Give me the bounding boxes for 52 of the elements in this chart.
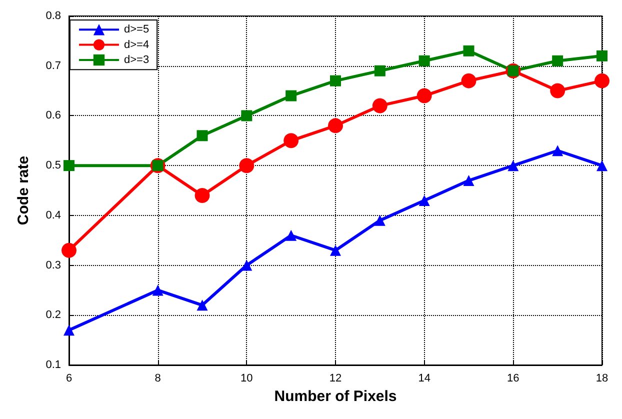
y-tick-label: 0.6 <box>46 110 61 122</box>
point <box>64 160 74 172</box>
point <box>286 90 297 102</box>
point <box>508 160 519 172</box>
point <box>239 158 254 174</box>
x-tick-label: 10 <box>240 372 253 384</box>
point <box>552 145 564 156</box>
x-tick-label: 18 <box>596 372 608 384</box>
point <box>241 110 252 122</box>
y-tick-label: 0.3 <box>46 259 61 272</box>
point <box>374 214 386 226</box>
point <box>196 300 208 311</box>
point <box>552 55 564 66</box>
x-tick-label: 6 <box>66 372 72 384</box>
point <box>596 160 608 172</box>
x-tick-label: 8 <box>154 372 161 384</box>
point <box>330 75 341 86</box>
point <box>372 98 388 114</box>
y-tick-label: 0.4 <box>46 209 61 222</box>
point <box>463 175 474 186</box>
y-tick-label: 0.1 <box>46 359 61 371</box>
point <box>374 65 386 76</box>
point <box>550 83 566 98</box>
y-tick-label: 0.5 <box>46 160 61 172</box>
point <box>194 188 210 203</box>
y-tick-label: 0.8 <box>46 10 61 22</box>
point <box>328 118 343 134</box>
point <box>461 73 476 88</box>
point <box>152 284 164 296</box>
x-axis-title: Number of Pixels <box>274 388 397 405</box>
y-axis-title: Code rate <box>15 156 32 226</box>
point <box>418 55 430 66</box>
point <box>596 50 608 62</box>
legend-label: d>=5 <box>124 24 150 36</box>
point <box>284 133 299 148</box>
point <box>241 260 252 271</box>
point <box>418 194 430 206</box>
point <box>64 324 74 336</box>
point <box>196 130 208 142</box>
legend-label: d>=4 <box>124 38 150 51</box>
x-tick-label: 14 <box>418 372 430 384</box>
y-tick-label: 0.7 <box>46 60 61 72</box>
point <box>286 230 297 241</box>
x-tick-label: 12 <box>329 372 342 384</box>
x-tick-label: 16 <box>507 372 520 384</box>
point <box>416 88 432 104</box>
point <box>62 242 76 258</box>
point <box>463 45 474 56</box>
point <box>330 244 341 256</box>
y-tick-label: 0.2 <box>46 309 61 322</box>
legend-label: d>=3 <box>124 54 150 66</box>
point <box>594 73 610 88</box>
